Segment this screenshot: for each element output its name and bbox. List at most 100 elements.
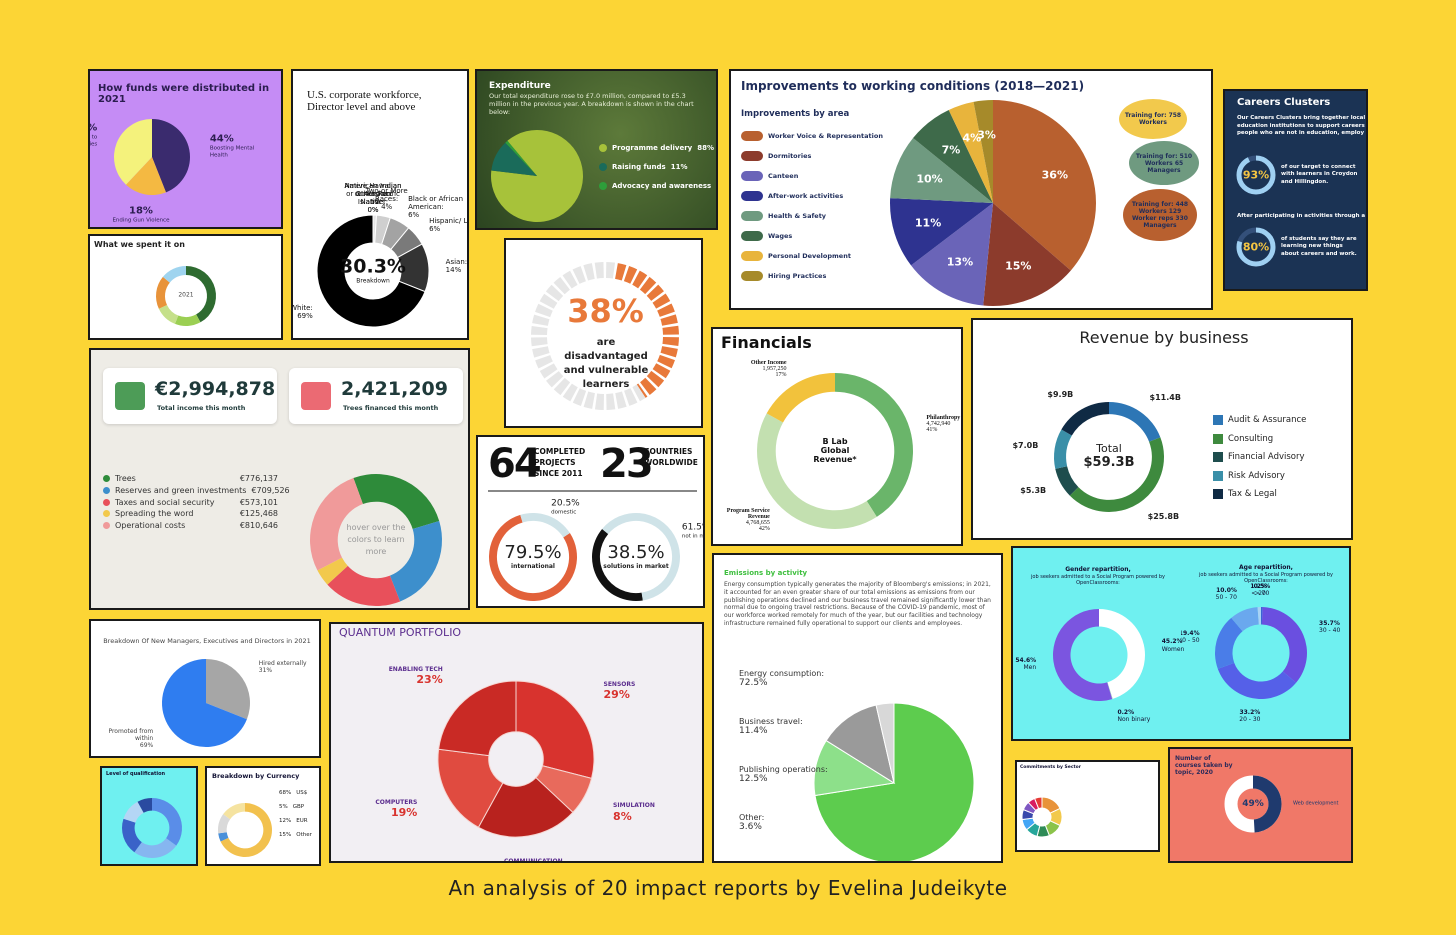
label-value_labels: 38% [88, 122, 98, 134]
slice [1054, 429, 1072, 469]
chart-graphic [156, 266, 216, 326]
chart-graphic [489, 513, 577, 601]
slice [218, 814, 231, 834]
legend-item: Publishing operations: 12.5% [739, 765, 828, 784]
ring-track [531, 337, 548, 347]
slice [1217, 662, 1297, 699]
legend-swatch [599, 182, 607, 190]
chart-graphic [1236, 155, 1276, 267]
slice [491, 130, 583, 222]
chart-title: Financials [721, 333, 812, 352]
slice-label: Other Income 1,957,250 17% [731, 360, 787, 378]
legend-item: Worker Voice & Representation [741, 131, 883, 141]
label-value_labels: 1% [369, 198, 381, 207]
chart-graphic [757, 373, 913, 529]
slice [890, 138, 993, 203]
slice [206, 659, 251, 720]
chart-graphic [813, 702, 975, 861]
slice [1261, 607, 1263, 625]
slice [505, 140, 537, 176]
label-categories: 20 - 30 [1239, 715, 1261, 723]
slice [913, 109, 993, 203]
panel: Level of qualification [100, 766, 198, 866]
legend-item: Other: 3.6% [739, 813, 764, 832]
slice-label: SIMULATION 8% [613, 802, 683, 822]
label-categories: Philanthropy [926, 415, 961, 422]
panel: Trees €776,137 Reserves and green investme… [89, 348, 470, 610]
legend-value_labels: 88% [697, 144, 714, 152]
legend-categories: Personal Development [768, 252, 851, 260]
slice [757, 413, 877, 529]
slice [911, 203, 993, 306]
legend-item: 5% GBP [279, 804, 304, 810]
kpi-label: Total income this month [157, 404, 246, 412]
legend-item: Hiring Practices [741, 271, 826, 281]
gauge-label: 49% [1242, 799, 1264, 809]
center-text: 30.3% [340, 255, 406, 278]
label-categories: 50 - 70 [1215, 594, 1237, 602]
center-text: 2021 [178, 291, 194, 299]
legend-swatch [103, 510, 110, 518]
chart-graphic [1215, 607, 1307, 699]
label-details: 4,742,940 [926, 421, 951, 428]
ring-track [545, 284, 564, 302]
legend-item: Dormitories [741, 151, 811, 161]
ring-segment [639, 276, 657, 295]
legend-categories: Raising funds [612, 163, 666, 171]
panel: 61.5%not in market 38.5%solutions in mark… [476, 435, 705, 608]
ring-track [615, 391, 627, 409]
ring-segment [660, 314, 678, 326]
note: Training for: 758 Workers [1119, 99, 1187, 139]
ring-track [532, 346, 550, 358]
ring-track [632, 384, 646, 402]
slice-label: 19.4%40 - 50 [1181, 630, 1200, 644]
chart-title: Emissions by activity [724, 569, 808, 577]
ring-track [562, 270, 578, 289]
label-value_labels: $9.9B [1047, 390, 1074, 400]
ring-value-label: 38% [567, 292, 644, 330]
panel: Breakdown by Currency 68% US$ 5% GBP 12% EUR 15… [205, 766, 321, 866]
legend-value_labels: 12.5% [739, 774, 768, 784]
label-categories: Non binary [1117, 715, 1151, 723]
legend-categories: Dormitories [768, 152, 812, 160]
label-value_labels: 20.5% [551, 498, 580, 509]
chart-title: U.S. corporate workforce, Director level… [307, 89, 422, 113]
slice [123, 801, 144, 823]
panel: Breakdown Of New Managers, Executives an… [89, 619, 321, 758]
legend-swatch [599, 144, 607, 152]
slice-label: Unknown: 1% [344, 190, 406, 206]
center-label: 38.5% solutions in market [603, 543, 668, 571]
panel: Financials Philanthropy 4,742,940 41% Progra… [711, 327, 963, 546]
gauge-label: 93% [1242, 168, 1270, 182]
slice-label: SENSORS 29% [604, 681, 674, 701]
chart-graphic [531, 262, 679, 410]
slice-label: Native Hawaiian or Other Pacific Islande… [342, 182, 404, 214]
slice [152, 798, 182, 846]
chart-graphic [1054, 402, 1164, 512]
legend-categories: Operational costs [115, 521, 186, 531]
label-categories: Hired externally [258, 659, 307, 667]
label-categories: Hispanic/ Latino: [429, 216, 468, 225]
legend-value_labels: 15% [279, 832, 292, 838]
ring-segment [657, 354, 675, 369]
center-text: Total [1096, 442, 1122, 456]
slice-label: COMMUNICATION21% [498, 858, 568, 861]
ring-track [553, 277, 570, 295]
ring-segment [652, 293, 671, 309]
label-categories: Increasing Access to Opportunities [88, 134, 98, 148]
label-value_labels: 10.0% [1216, 587, 1237, 595]
center-label: 30.3% Breakdown [340, 255, 406, 286]
legend-swatch [103, 486, 110, 494]
legend-swatch [741, 231, 763, 241]
label-value_labels: 0.5% [1253, 582, 1271, 590]
ring-track [583, 391, 595, 409]
legend-categories: EUR [296, 818, 308, 824]
center-label: 2021 [178, 291, 194, 300]
legend-value_labels: 3.6% [739, 822, 762, 832]
label-details: 4,768,655 [745, 520, 770, 527]
legend-value_labels: 12% [279, 818, 292, 824]
legend-item: Reserves and green investments €709,526 [103, 486, 290, 495]
slice-label: Promoted from within 69% [93, 728, 153, 750]
slice [983, 203, 1071, 306]
slice [477, 776, 574, 838]
